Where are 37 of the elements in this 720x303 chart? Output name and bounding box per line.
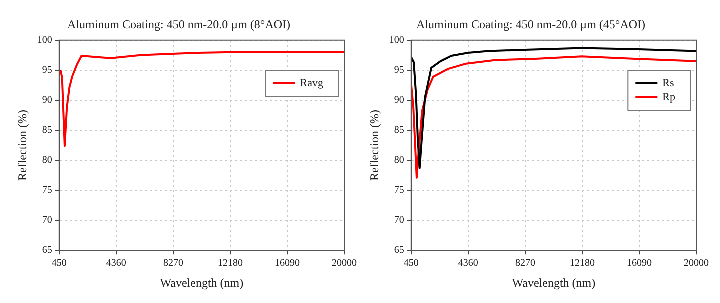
x-tick-label: 450: [52, 258, 67, 270]
y-tick-label: 65: [42, 245, 52, 256]
y-axis-title: Reflection (%): [367, 110, 382, 181]
y-tick-label: 80: [42, 155, 52, 166]
y-tick-label: 95: [394, 65, 404, 76]
y-tick-label: 65: [394, 245, 404, 256]
legend-label: Ravg: [300, 77, 324, 90]
x-tick-label: 4360: [106, 258, 126, 270]
y-tick-label: 75: [394, 185, 404, 196]
x-tick-label: 450: [404, 258, 419, 270]
x-tick-label: 8270: [515, 258, 536, 270]
x-tick-label: 20000: [684, 258, 709, 270]
x-tick-label: 12180: [218, 258, 243, 270]
y-tick-label: 95: [42, 65, 52, 76]
x-tick-label: 12180: [570, 258, 595, 270]
y-tick-label: 85: [394, 125, 404, 136]
y-axis-title: Reflection (%): [15, 110, 30, 181]
y-tick-label: 75: [42, 185, 52, 196]
x-axis-title: Wavelength (nm): [512, 276, 596, 290]
y-tick-label: 100: [389, 35, 404, 46]
y-tick-label: 90: [394, 95, 404, 106]
chart-title: Aluminum Coating: 450 nm-20.0 µm (8°AOI): [67, 17, 291, 32]
y-tick-label: 90: [42, 95, 52, 106]
y-tick-label: 70: [394, 215, 404, 226]
x-tick-label: 8270: [163, 258, 184, 270]
y-tick-label: 80: [394, 155, 404, 166]
x-tick-label: 4360: [458, 258, 478, 270]
x-axis-title: Wavelength (nm): [160, 276, 244, 290]
chart-title: Aluminum Coating: 450 nm-20.0 µm (45°AOI): [416, 17, 646, 32]
legend-label: Rs: [662, 77, 674, 90]
y-tick-label: 100: [37, 35, 52, 46]
x-tick-label: 16090: [274, 258, 300, 270]
legend-label: Rp: [662, 91, 676, 104]
y-tick-label: 70: [42, 215, 52, 226]
x-tick-label: 20000: [332, 258, 357, 270]
x-tick-label: 16090: [626, 258, 652, 270]
y-tick-label: 85: [42, 125, 52, 136]
